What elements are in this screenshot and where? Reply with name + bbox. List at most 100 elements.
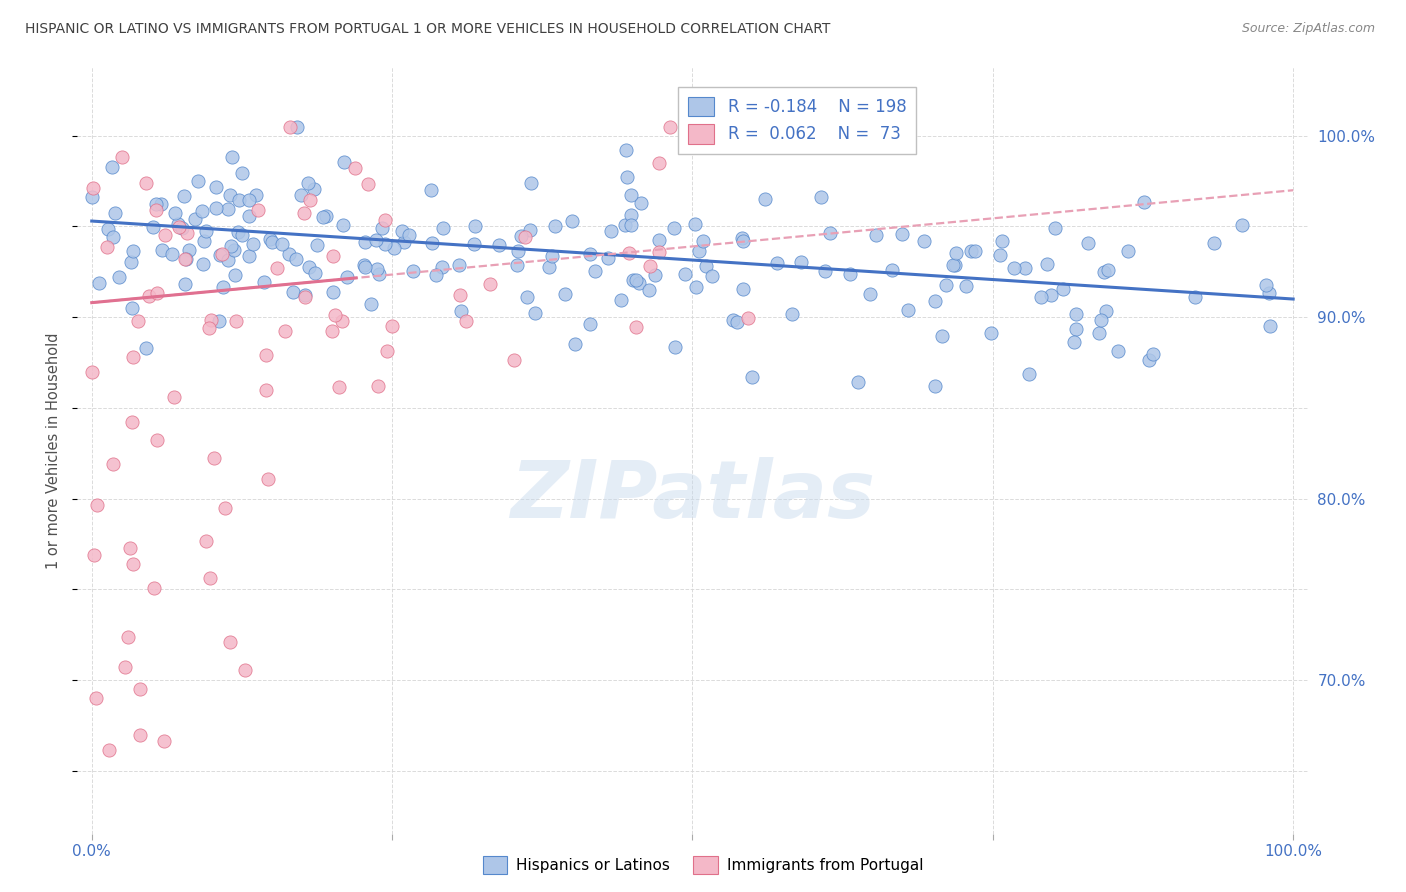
Point [353, 235, 375, 249]
Point [859, 287, 882, 301]
Point [344, 161, 367, 175]
Point [143, 581, 166, 595]
Point [97, 222, 120, 236]
Point [149, 197, 172, 211]
Point [367, 267, 389, 281]
Point [943, 258, 966, 272]
Point [333, 154, 356, 169]
Point [1088, 326, 1111, 340]
Point [80, 365, 103, 379]
Point [931, 329, 953, 343]
Point [520, 176, 543, 190]
Point [963, 244, 986, 259]
Point [167, 220, 190, 235]
Point [292, 206, 315, 220]
Point [959, 244, 981, 258]
Point [233, 663, 256, 677]
Point [1204, 235, 1226, 250]
Point [1097, 262, 1119, 277]
Point [111, 150, 134, 164]
Point [290, 187, 312, 202]
Point [127, 314, 149, 328]
Point [398, 228, 420, 243]
Point [700, 269, 723, 284]
Point [364, 233, 387, 247]
Point [179, 243, 201, 257]
Point [200, 571, 222, 585]
Point [108, 269, 131, 284]
Point [245, 187, 267, 202]
Point [218, 187, 240, 202]
Point [1064, 307, 1087, 321]
Point [754, 192, 776, 206]
Text: ZIPatlas: ZIPatlas [510, 458, 875, 535]
Point [381, 319, 404, 334]
Point [322, 249, 344, 263]
Point [988, 247, 1011, 261]
Point [254, 348, 277, 362]
Point [449, 258, 471, 272]
Point [375, 344, 398, 359]
Point [425, 268, 447, 282]
Point [419, 183, 441, 197]
Point [790, 254, 813, 268]
Point [281, 285, 304, 300]
Point [294, 290, 316, 304]
Point [626, 273, 648, 287]
Point [219, 635, 242, 649]
Point [685, 280, 707, 294]
Legend: Hispanics or Latinos, Immigrants from Portugal: Hispanics or Latinos, Immigrants from Po… [477, 850, 929, 880]
Point [935, 277, 957, 292]
Point [695, 259, 717, 273]
Point [454, 313, 477, 327]
Point [544, 219, 567, 233]
Point [82, 190, 104, 204]
Point [810, 190, 832, 204]
Point [1137, 353, 1160, 368]
Point [98, 743, 121, 757]
Point [163, 390, 186, 404]
Point [202, 451, 225, 466]
Point [647, 233, 669, 247]
Point [620, 218, 643, 232]
Point [513, 229, 536, 244]
Point [297, 176, 319, 190]
Point [167, 217, 190, 231]
Point [173, 277, 195, 291]
Point [354, 260, 377, 275]
Point [222, 243, 245, 257]
Point [924, 379, 946, 393]
Point [100, 160, 122, 174]
Point [205, 179, 228, 194]
Point [432, 220, 454, 235]
Point [278, 247, 301, 261]
Point [1029, 290, 1052, 304]
Point [184, 211, 207, 226]
Point [620, 208, 643, 222]
Point [274, 324, 297, 338]
Point [955, 278, 977, 293]
Point [449, 287, 471, 301]
Point [299, 193, 322, 207]
Point [579, 317, 602, 331]
Point [991, 235, 1014, 249]
Point [1002, 261, 1025, 276]
Point [253, 275, 276, 289]
Point [145, 202, 167, 217]
Point [638, 259, 661, 273]
Point [83, 549, 105, 563]
Point [624, 319, 647, 334]
Point [103, 230, 125, 244]
Point [225, 314, 247, 328]
Point [430, 260, 453, 275]
Point [839, 267, 862, 281]
Point [262, 235, 284, 250]
Point [238, 209, 260, 223]
Point [191, 256, 214, 270]
Point [479, 277, 502, 292]
Point [197, 321, 219, 335]
Point [620, 187, 643, 202]
Point [82, 181, 104, 195]
Point [135, 176, 157, 190]
Point [1039, 287, 1062, 301]
